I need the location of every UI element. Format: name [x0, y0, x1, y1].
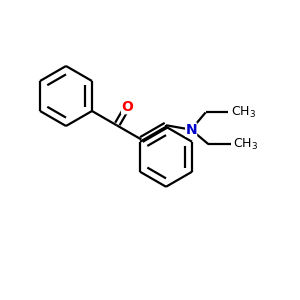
Text: N: N: [185, 123, 197, 137]
Text: CH$_3$: CH$_3$: [233, 136, 258, 152]
Text: O: O: [121, 100, 133, 114]
Text: CH$_3$: CH$_3$: [230, 105, 256, 120]
